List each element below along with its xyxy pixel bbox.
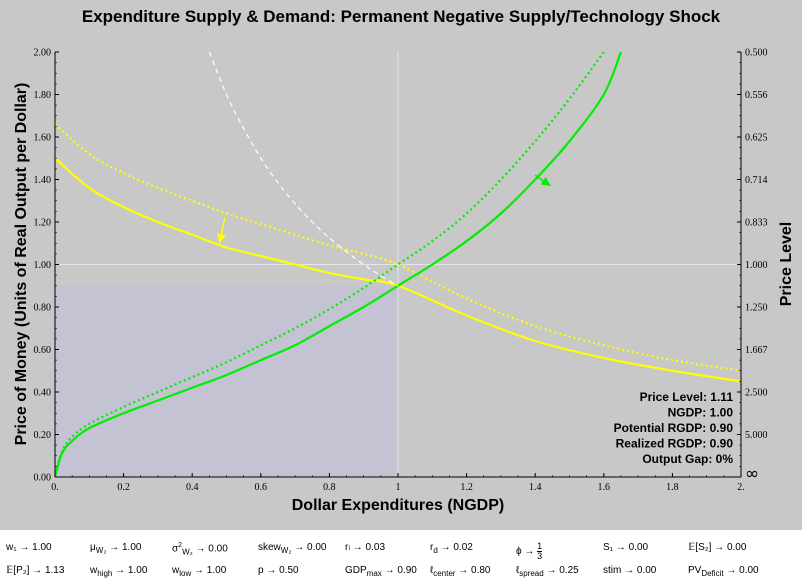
chart: Expenditure Supply & Demand: Permanent N… xyxy=(13,7,795,514)
x-tick-label: 0.2 xyxy=(117,482,130,493)
x-tick-label: 1.2 xyxy=(460,482,473,493)
y2-tick-label: 0.625 xyxy=(745,133,768,144)
y-tick-label: 1.80 xyxy=(34,90,52,101)
shift-arrow-head-0 xyxy=(217,233,226,244)
y-tick-label: 0.00 xyxy=(34,473,52,484)
x-tick-label: 1.6 xyxy=(598,482,611,493)
stat-line: Price Level: 1.11 xyxy=(640,390,734,404)
parameter-item: ℓspread → 0.25 xyxy=(516,565,579,578)
y2-tick-label: 2.500 xyxy=(745,388,768,399)
series-supply-new xyxy=(55,52,622,477)
x-tick-label: 0.6 xyxy=(255,482,268,493)
parameter-item: whigh → 1.00 xyxy=(90,565,148,578)
parameter-panel: w₁ → 1.00 μW₂ → 1.00 σ2W₂ → 0.00 skewW₂ → 0… xyxy=(0,532,802,588)
x-tick-label: 2. xyxy=(737,482,745,493)
parameter-item: GDPmax → 0.90 xyxy=(345,565,417,578)
y-tick-label: 1.60 xyxy=(34,133,52,144)
parameter-item: PVDeficit → 0.00 xyxy=(688,565,759,578)
parameter-item: rₗ → 0.03 xyxy=(345,542,386,553)
y-tick-label: 0.80 xyxy=(34,303,52,314)
stat-line: Potential RGDP: 0.90 xyxy=(614,421,734,435)
shaded-region xyxy=(55,285,398,477)
stat-line: Realized RGDP: 0.90 xyxy=(616,437,734,451)
x-tick-label: 0.8 xyxy=(323,482,336,493)
series-demand-initial xyxy=(55,123,741,372)
y2-axis-label: Price Level xyxy=(778,222,795,307)
parameter-item: μW₂ → 1.00 xyxy=(90,542,142,555)
y-axis-label: Price of Money (Units of Real Output per… xyxy=(13,83,30,446)
y2-tick-label: 0.714 xyxy=(745,175,768,186)
y2-tick-label: 1.667 xyxy=(745,345,768,356)
y2-tick-label: 0.500 xyxy=(745,48,768,59)
y-tick-label: 1.20 xyxy=(34,218,52,229)
series-group xyxy=(55,52,741,477)
x-tick-label: 1 xyxy=(396,482,401,493)
parameter-item: rd → 0.02 xyxy=(430,542,473,555)
series-demand-new xyxy=(55,157,741,383)
parameter-item: skewW₂ → 0.00 xyxy=(258,542,327,555)
y2-tick-label: 5.000 xyxy=(745,430,768,441)
y2-tick-label: 1.250 xyxy=(745,303,768,314)
y-tick-label: 1.40 xyxy=(34,175,52,186)
x-tick-label: 1.4 xyxy=(529,482,542,493)
parameter-item: 𝔼[P₂] → 1.13 xyxy=(6,565,65,576)
y-tick-label: 0.40 xyxy=(34,388,52,399)
x-tick-label: 1.8 xyxy=(666,482,679,493)
parameter-item: S₁ → 0.00 xyxy=(603,542,649,553)
shift-arrow-head-1 xyxy=(540,177,551,186)
x-tick-label: 0.4 xyxy=(186,482,199,493)
stat-line: Output Gap: 0% xyxy=(642,452,733,466)
parameter-item: 𝔼[S₂] → 0.00 xyxy=(688,542,747,553)
series-supply-initial xyxy=(55,52,605,477)
y2-tick-label: 0.556 xyxy=(745,90,768,101)
y-tick-label: 2.00 xyxy=(34,48,52,59)
y-tick-label: 1.00 xyxy=(34,260,52,271)
y-tick-label: 0.60 xyxy=(34,345,52,356)
parameter-item: stim → 0.00 xyxy=(603,565,657,576)
y2-tick-label: ∞ xyxy=(745,464,759,484)
chart-area: Expenditure Supply & Demand: Permanent N… xyxy=(0,0,802,530)
x-tick-label: 0. xyxy=(51,482,59,493)
x-axis-label: Dollar Expenditures (NGDP) xyxy=(292,497,504,514)
stat-line: NGDP: 1.00 xyxy=(668,406,734,420)
parameter-item: ℓcenter → 0.80 xyxy=(430,565,491,578)
parameter-item: wlow → 1.00 xyxy=(172,565,227,578)
y-tick-label: 0.20 xyxy=(34,430,52,441)
y2-tick-label: 0.833 xyxy=(745,218,768,229)
parameter-item: σ2W₂ → 0.00 xyxy=(172,542,228,557)
parameter-item: p → 0.50 xyxy=(258,565,299,576)
parameter-item: w₁ → 1.00 xyxy=(6,542,52,553)
y2-tick-label: 1.000 xyxy=(745,260,768,271)
chart-title: Expenditure Supply & Demand: Permanent N… xyxy=(82,7,721,26)
